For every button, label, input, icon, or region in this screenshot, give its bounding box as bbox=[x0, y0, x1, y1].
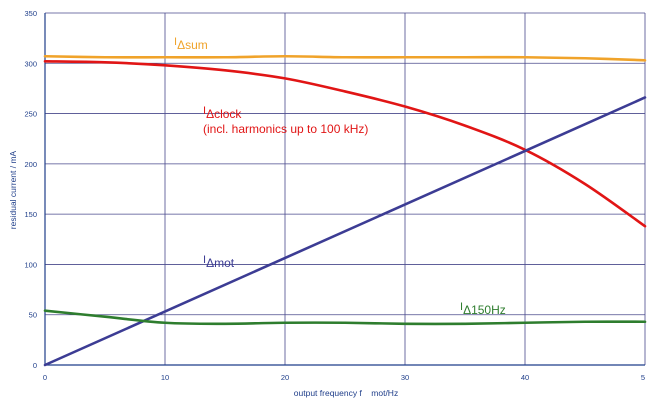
x-tick-label: 0 bbox=[43, 373, 47, 382]
y-tick-label: 350 bbox=[24, 9, 37, 18]
grid bbox=[44, 12, 646, 366]
series-line-mot bbox=[43, 96, 647, 367]
y-tick-label: 0 bbox=[33, 361, 37, 370]
series-line-clock bbox=[43, 59, 647, 228]
series-label-mot: IΔmot bbox=[203, 254, 235, 270]
x-tick-label: 20 bbox=[281, 373, 289, 382]
series-label-hz150: IΔ150Hz bbox=[460, 301, 506, 317]
y-axis-label: residual current / mA bbox=[8, 150, 18, 229]
tick-labels: 0 50 100 150 200 250 300 350 0 10 20 30 40 5 bbox=[24, 9, 645, 382]
series-label-clock-note: (incl. harmonics up to 100 kHz) bbox=[203, 122, 368, 136]
series-lines bbox=[43, 54, 647, 367]
x-tick-label: 30 bbox=[401, 373, 409, 382]
x-tick-label: 40 bbox=[521, 373, 529, 382]
y-tick-label: 50 bbox=[29, 311, 37, 320]
x-tick-label: 10 bbox=[161, 373, 169, 382]
series-line-sum bbox=[43, 54, 647, 62]
y-tick-label: 200 bbox=[24, 160, 37, 169]
series-label-sum: IΔsum bbox=[174, 36, 208, 52]
y-tick-label: 300 bbox=[24, 59, 37, 68]
series-line-hz150 bbox=[43, 309, 647, 326]
series-label-clock: IΔclock bbox=[203, 105, 242, 121]
y-tick-label: 100 bbox=[24, 260, 37, 269]
x-tick-label: 5 bbox=[641, 373, 645, 382]
y-tick-label: 250 bbox=[24, 110, 37, 119]
series-labels: IΔsum IΔclock(incl. harmonics up to 100 k… bbox=[174, 36, 506, 317]
x-axis-label: output frequency f mot/Hz bbox=[294, 388, 398, 398]
axes bbox=[44, 13, 645, 366]
y-tick-label: 150 bbox=[24, 210, 37, 219]
